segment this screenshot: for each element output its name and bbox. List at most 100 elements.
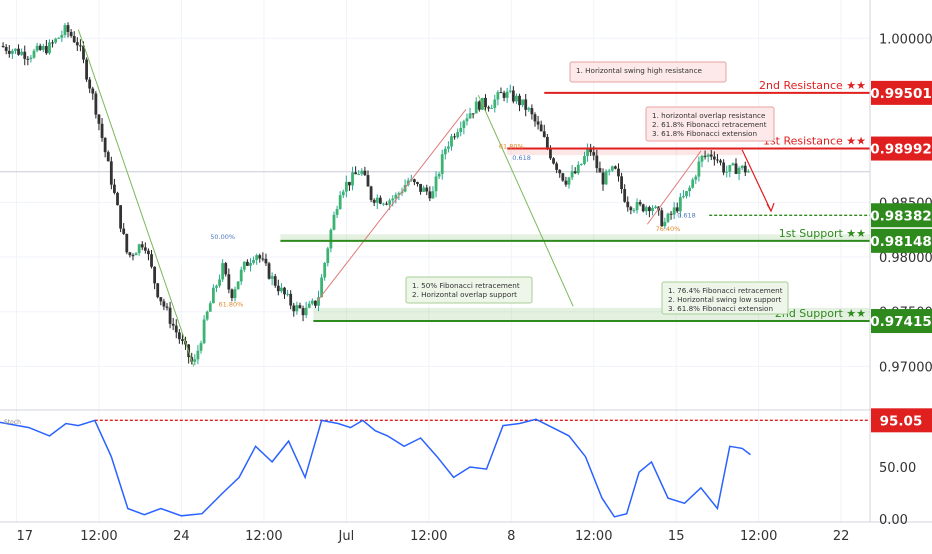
candle-body-124	[385, 203, 388, 205]
candle-body-148	[459, 128, 463, 133]
candle-body-51	[159, 297, 163, 302]
candle-body-103	[320, 277, 324, 298]
annotation-line-ann-fib-764-0: 1. 76.4% Fibonacci retracement	[668, 286, 783, 295]
candle-body-150	[465, 118, 469, 122]
candle-body-91	[283, 287, 286, 295]
annotation-box-ann-fib-50	[405, 276, 533, 304]
candle-body-191	[592, 152, 596, 156]
candle-body-32	[100, 123, 104, 138]
candle-body-111	[344, 181, 348, 192]
candle-body-10	[32, 50, 36, 58]
osc-tick-label-0: 50.00	[879, 461, 916, 476]
candle-body-105	[326, 248, 330, 263]
candle-body-170	[527, 108, 531, 110]
candle-body-218	[675, 207, 679, 212]
candle-body-234	[725, 171, 729, 173]
candle-body-137	[425, 187, 429, 192]
candle-body-56	[174, 325, 178, 333]
candle-body-121	[375, 197, 379, 203]
candle-body-176	[545, 136, 549, 148]
support-zone-1	[280, 234, 870, 241]
candle-body-89	[276, 285, 280, 292]
candle-body-96	[298, 305, 302, 309]
fib-label-2: 0.618	[512, 154, 531, 162]
candle-body-213	[660, 210, 664, 227]
candle-body-21	[66, 25, 70, 32]
candle-body-76	[236, 281, 240, 290]
fib-label-4: 0.618	[677, 212, 696, 220]
annotation-line-ann-overlap-res-2: 3. 61.8% Fibonacci extension	[652, 129, 757, 138]
candle-body-181	[561, 173, 565, 181]
candle-body-40	[125, 233, 129, 253]
candle-body-74	[230, 289, 234, 299]
candle-body-90	[280, 287, 283, 292]
candle-body-75	[233, 289, 237, 299]
annotation-line-ann-fib-764-2: 3. 61.8% Fibonacci extension	[668, 304, 773, 313]
candle-body-139	[431, 191, 435, 199]
candle-body-223	[691, 179, 695, 188]
candle-body-29	[91, 88, 95, 94]
price-tag-value-osc: 95.05	[880, 413, 923, 429]
candle-body-221	[685, 191, 688, 197]
candle-body-233	[722, 162, 726, 173]
annotation-line-ann-swing-high-0: 1. Horizontal swing high resistance	[576, 66, 703, 75]
candle-body-66	[205, 311, 209, 320]
candle-body-211	[654, 206, 657, 208]
candle-body-198	[613, 166, 617, 169]
candle-body-156	[484, 97, 487, 108]
candle-body-47	[147, 250, 150, 255]
fib-line-drop	[77, 29, 195, 367]
candle-body-39	[122, 228, 126, 234]
price-tag-bg-pivot	[871, 203, 932, 228]
candle-body-125	[388, 200, 392, 205]
candle-body-84	[261, 258, 265, 260]
candle-body-34	[106, 152, 110, 162]
candle-body-216	[669, 213, 673, 215]
candle-body-11	[35, 45, 39, 51]
time-tick-label-0: 17	[16, 529, 33, 544]
candle-body-220	[682, 196, 685, 198]
candle-body-71	[221, 263, 225, 280]
candle-body-28	[88, 79, 92, 89]
candle-body-227	[703, 155, 707, 157]
candle-body-158	[490, 107, 494, 109]
forecast-arrow-line	[741, 149, 772, 212]
candle-body-196	[607, 170, 611, 172]
candle-body-126	[391, 198, 395, 201]
candle-body-38	[119, 205, 123, 229]
candle-body-228	[706, 154, 710, 157]
candle-body-229	[709, 154, 713, 157]
candle-body-226	[700, 155, 704, 162]
candle-body-143	[443, 148, 447, 155]
candle-body-25	[79, 45, 82, 47]
candle-body-138	[428, 191, 432, 199]
price-tick-label-4: 0.97000	[879, 360, 932, 375]
candle-body-142	[440, 154, 444, 174]
time-tick-label-5: 12:00	[410, 529, 447, 544]
candle-body-114	[354, 172, 358, 175]
candle-body-33	[103, 137, 107, 153]
candle-body-53	[165, 306, 169, 308]
time-tick-label-6: 8	[507, 529, 515, 544]
candle-body-193	[598, 168, 602, 173]
candle-body-63	[196, 350, 200, 360]
candle-body-161	[499, 92, 503, 94]
candle-body-22	[69, 31, 73, 37]
candle-body-159	[493, 99, 497, 108]
candle-body-27	[85, 59, 88, 80]
candle-body-184	[570, 171, 574, 178]
candle-body-135	[419, 183, 422, 192]
candle-body-93	[289, 293, 293, 306]
annotation-line-ann-overlap-res-0: 1. horizontal overlap resistance	[652, 111, 766, 120]
candle-body-169	[524, 99, 528, 110]
candle-body-17	[54, 38, 58, 43]
oscillator-line	[0, 418, 751, 518]
candle-body-134	[416, 182, 419, 184]
candle-body-37	[116, 192, 119, 206]
candle-body-187	[579, 163, 583, 165]
candle-body-2	[7, 50, 11, 54]
annotation-line-ann-fib-764-1: 2. Horizontal swing low support	[668, 295, 781, 304]
candle-body-141	[437, 173, 441, 177]
